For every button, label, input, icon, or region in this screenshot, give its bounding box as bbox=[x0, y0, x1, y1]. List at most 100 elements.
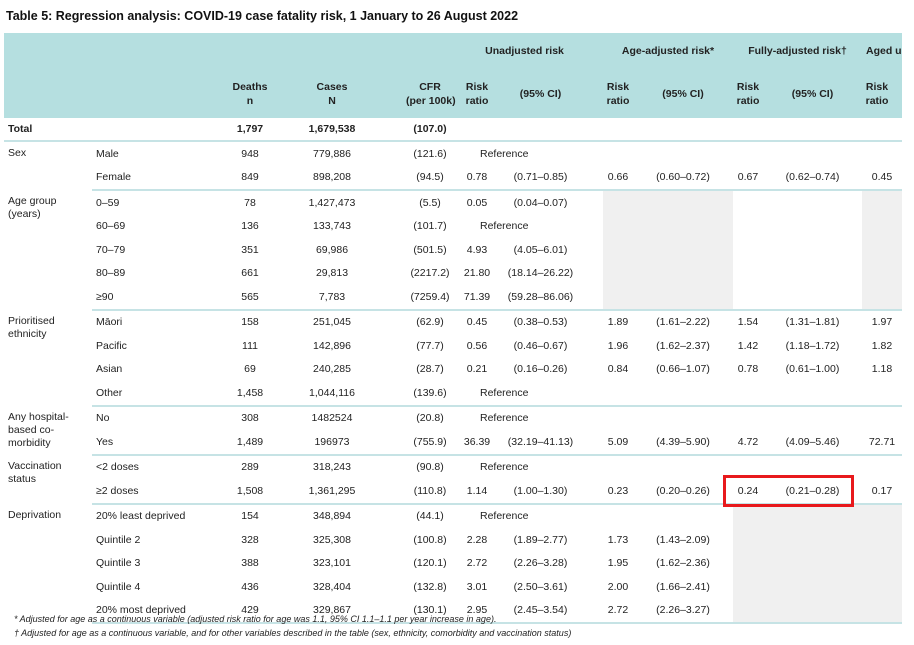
cell-deaths: 1,489 bbox=[214, 430, 286, 456]
cell-rr: Reference bbox=[480, 412, 529, 425]
cell-cases: 142,896 bbox=[313, 339, 351, 352]
cell-rr: 71.39 bbox=[454, 285, 500, 311]
cell-ci: (0.46–0.67) bbox=[513, 339, 568, 352]
cell-aged-rr: 0.17 bbox=[862, 479, 902, 505]
category-label: Sex bbox=[8, 147, 27, 159]
cell-aa-rr: 1.73 bbox=[607, 533, 629, 546]
cell-cfr: (130.1) bbox=[378, 598, 454, 624]
highlight-box bbox=[723, 475, 855, 507]
cell-cases: 1,361,295 bbox=[286, 479, 378, 505]
cell-rr: 0.56 bbox=[466, 339, 488, 352]
cell-aa-rr bbox=[603, 238, 633, 262]
cell-deaths: 351 bbox=[241, 243, 259, 256]
cell-deaths: 948 bbox=[241, 147, 259, 160]
subcategory-label: Māori bbox=[96, 316, 123, 329]
cell-aa-ci: (2.26–3.27) bbox=[633, 598, 734, 624]
cell-aged-rr bbox=[862, 285, 902, 311]
cell-aa-rr bbox=[603, 285, 633, 311]
cell-aged-rr bbox=[862, 381, 902, 407]
cell-fa-rr bbox=[733, 503, 764, 528]
col-fa-ci: (95% CI) bbox=[763, 69, 863, 118]
cell-ci: (2.26–3.28) bbox=[513, 557, 568, 570]
cell-rr: 36.39 bbox=[454, 430, 500, 456]
cell-aged-rr: 1.18 bbox=[871, 363, 893, 376]
regression-table-container: Unadjusted risk Age-adjusted risk* Fully… bbox=[4, 33, 902, 624]
table-row: Quintile 2 328 325,308 (100.8) 2.28 (1.89–2.7… bbox=[4, 528, 902, 552]
cell-ci: (18.14–26.22) bbox=[507, 267, 574, 280]
cell-cfr: (77.7) bbox=[416, 339, 444, 352]
cell-cases: 251,045 bbox=[313, 316, 351, 329]
cell-fa-ci bbox=[763, 215, 862, 239]
cell-rr: 21.80 bbox=[463, 267, 491, 280]
cell-cases: 329,867 bbox=[286, 598, 378, 624]
cell-fa-ci: (1.18–1.72) bbox=[785, 339, 840, 352]
cell-fa-ci: (4.09–5.46) bbox=[763, 430, 863, 456]
cell-aa-ci bbox=[633, 406, 733, 431]
cell-fa-ci bbox=[763, 406, 862, 431]
cell-cfr: (44.1) bbox=[416, 510, 444, 523]
table-row: Quintile 3 388 323,101 (120.1) 2.72 (2.26–3.2… bbox=[4, 551, 902, 575]
subcategory-label: Other bbox=[92, 381, 214, 407]
col-unadj-rr: Risk ratio bbox=[454, 69, 500, 118]
cell-fa-ci bbox=[763, 238, 862, 262]
cell-aa-ci bbox=[633, 141, 733, 166]
cell-aged-rr bbox=[862, 503, 902, 528]
cell-rr: Reference bbox=[454, 381, 528, 407]
cell-aa-ci: (4.39–5.90) bbox=[633, 430, 734, 456]
cell-ci: (0.71–0.85) bbox=[500, 165, 603, 191]
table-row: Prioritised ethnicity Māori 158 251,045 (62.… bbox=[4, 310, 902, 340]
cell-fa-rr: 4.72 bbox=[733, 430, 764, 456]
category-label: Prioritised ethnicity bbox=[8, 314, 55, 340]
cell-fa-ci bbox=[763, 598, 863, 624]
cell-fa-rr bbox=[733, 238, 763, 262]
cell-cases: 7,783 bbox=[286, 285, 378, 311]
cell-deaths: 158 bbox=[241, 316, 259, 329]
cell-deaths: 111 bbox=[242, 339, 258, 352]
cell-deaths: 154 bbox=[241, 510, 259, 523]
cell-fa-rr bbox=[733, 262, 763, 286]
subcategory-label: ≥90 bbox=[92, 285, 214, 311]
cell-ci bbox=[500, 381, 603, 407]
subcategory-label: 80–89 bbox=[96, 267, 126, 280]
cell-cfr: (5.5) bbox=[419, 196, 441, 209]
cell-deaths: 849 bbox=[214, 165, 286, 191]
table-row: 70–79 351 69,986 (501.5) 4.93 (4.05–6.01) bbox=[4, 238, 902, 262]
cell-cases: 348,894 bbox=[313, 510, 351, 523]
cell-cfr: (755.9) bbox=[378, 430, 454, 456]
cell-cfr: (501.5) bbox=[413, 243, 447, 256]
cell-deaths: 429 bbox=[214, 598, 286, 624]
subcategory-label: Asian bbox=[96, 363, 123, 376]
cell-aa-ci bbox=[633, 261, 734, 285]
cell-deaths: 436 bbox=[241, 580, 259, 593]
cell-cfr: (110.8) bbox=[378, 479, 454, 505]
cell-fa-ci: (0.61–1.00) bbox=[785, 363, 840, 376]
subcategory-label: Male bbox=[96, 147, 119, 160]
total-deaths: 1,797 bbox=[214, 118, 286, 142]
footnote-fully-adjusted: † Adjusted for age as a continuous varia… bbox=[14, 628, 572, 638]
cell-aged-rr bbox=[862, 190, 902, 215]
cell-aa-rr bbox=[603, 504, 633, 529]
cell-rr: Reference bbox=[480, 220, 529, 233]
cell-rr: 1.14 bbox=[454, 479, 500, 505]
cell-deaths: 661 bbox=[241, 267, 259, 280]
total-cfr: (107.0) bbox=[378, 118, 454, 142]
subcategory-label: Quintile 4 bbox=[96, 580, 141, 593]
cell-fa-rr bbox=[733, 190, 763, 215]
subcategory-label: Quintile 2 bbox=[96, 533, 141, 546]
cell-aa-rr: 5.09 bbox=[603, 430, 633, 456]
cell-cfr: (139.6) bbox=[378, 381, 454, 407]
col-fa-rr: Risk ratio bbox=[733, 69, 764, 118]
cell-aa-rr: 2.00 bbox=[607, 580, 629, 593]
cell-fa-ci bbox=[763, 190, 862, 215]
col-aa-rr: Risk ratio bbox=[603, 69, 633, 118]
cell-fa-rr bbox=[733, 528, 764, 552]
table-row: Vaccination status <2 doses 289 318,243 (90.… bbox=[4, 455, 902, 485]
cell-fa-rr: 0.67 bbox=[733, 165, 764, 191]
cell-aged-rr bbox=[862, 238, 902, 262]
table-row: Deprivation 20% least deprived 154 348,894 (… bbox=[4, 503, 902, 529]
cell-rr: 2.72 bbox=[466, 557, 488, 570]
table-row: ≥90 565 7,783 (7259.4) 71.39 (59.28–86.06) bbox=[4, 285, 902, 311]
cell-cases: 779,886 bbox=[313, 147, 351, 160]
cell-deaths: 136 bbox=[241, 220, 259, 233]
table-row: Pacific 111 142,896 (77.7) 0.56 (0.46–0.67) 1.… bbox=[4, 334, 902, 358]
